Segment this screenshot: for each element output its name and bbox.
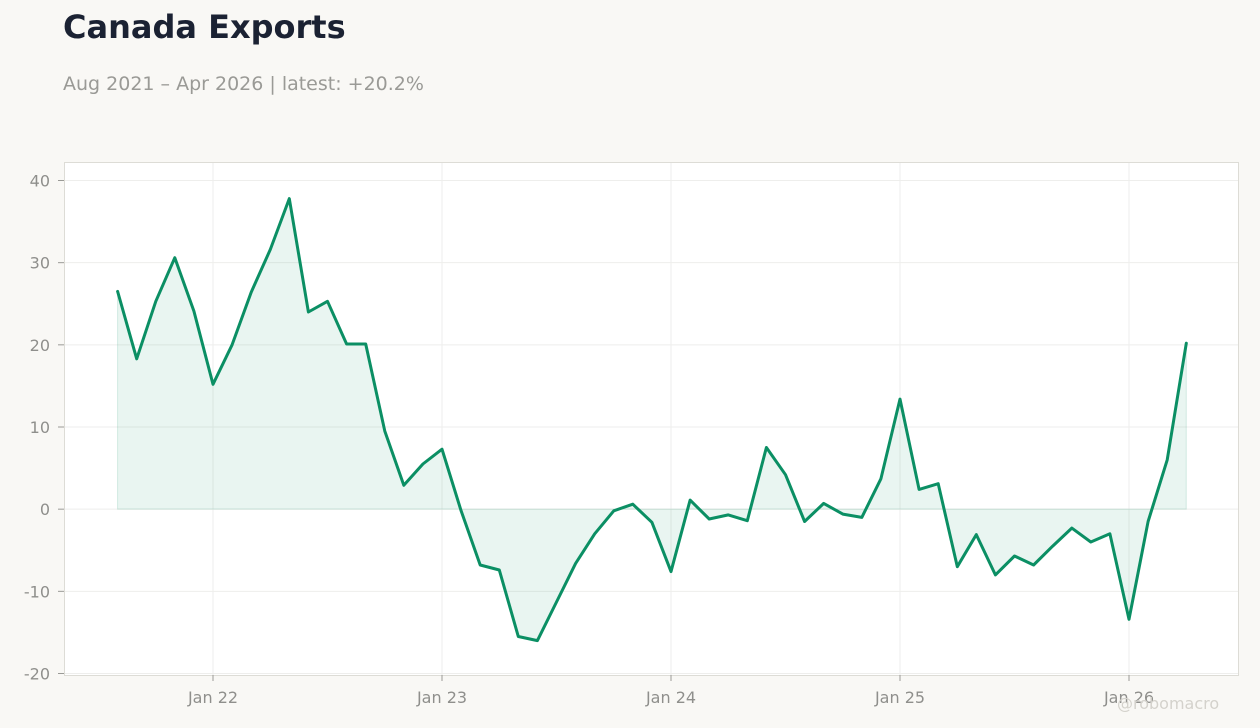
y-tick-label: 0 (40, 500, 50, 519)
x-tick-label: Jan 22 (187, 688, 238, 707)
y-tick-label: 30 (30, 254, 50, 273)
watermark: @robomacro (1117, 694, 1220, 713)
y-tick-label: 10 (30, 418, 50, 437)
y-tick-label: 20 (30, 336, 50, 355)
y-tick-label: -20 (24, 665, 50, 684)
y-axis: -20 -10 0 10 20 30 40 (24, 172, 64, 684)
y-tick-label: -10 (24, 582, 50, 601)
x-tick-label: Jan 23 (416, 688, 467, 707)
series-line (116, 197, 1188, 643)
y-tick-label: 40 (30, 172, 50, 191)
x-tick-label: Jan 26 (1103, 688, 1154, 707)
chart-title: Canada Exports (63, 8, 346, 46)
plot-background (64, 162, 1239, 676)
chart-subtitle: Aug 2021 – Apr 2026 | latest: +20.2% (63, 73, 424, 95)
x-axis: Jan 22 Jan 23 Jan 24 Jan 25 Jan 26 (187, 675, 1154, 707)
x-tick-label: Jan 24 (645, 688, 696, 707)
x-tick-label: Jan 25 (874, 688, 925, 707)
series-line-path (116, 197, 1188, 643)
grid (65, 163, 1238, 675)
